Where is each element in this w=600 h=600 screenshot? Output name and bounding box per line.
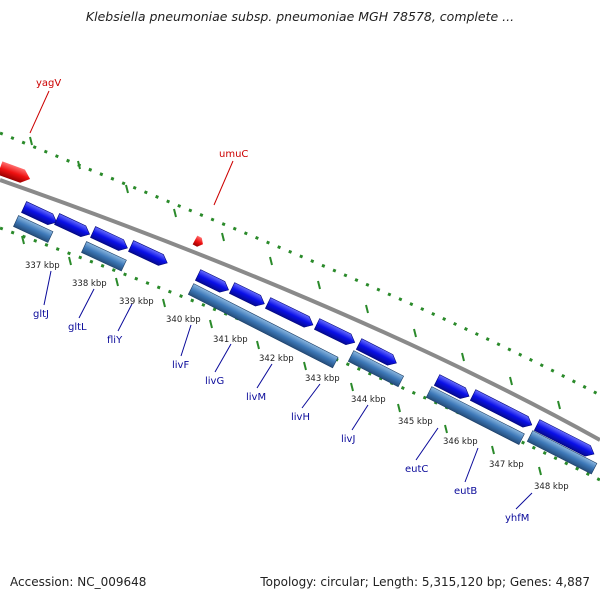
- sequence-backbone: [0, 178, 600, 442]
- inner-tick: [115, 277, 119, 287]
- tick-label: 346 kbp: [443, 437, 478, 447]
- accession-text: Accession: NC_009648: [10, 575, 147, 589]
- cds-feature[interactable]: [526, 430, 598, 475]
- outer-tick: [29, 136, 33, 146]
- tick-label: 337 kbp: [25, 261, 60, 271]
- outer-tick: [221, 232, 225, 242]
- inner-dotted-track: [0, 226, 600, 482]
- forward-gene[interactable]: [128, 240, 169, 269]
- forward-gene[interactable]: [355, 338, 399, 369]
- map-title: Klebsiella pneumoniae subsp. pneumoniae …: [85, 9, 515, 24]
- inner-tick: [397, 403, 401, 413]
- gene-label-gltj[interactable]: gltJ: [33, 309, 49, 320]
- highlight-label-umuc[interactable]: umuC: [219, 149, 248, 160]
- inner-tick: [21, 235, 25, 245]
- gene-label-fliy[interactable]: fliY: [107, 335, 123, 346]
- gene-label-livg[interactable]: livG: [205, 376, 224, 387]
- tick-label: 344 kbp: [351, 395, 386, 405]
- tick-label: 347 kbp: [489, 460, 524, 470]
- tick-label: 339 kbp: [119, 297, 154, 307]
- forward-gene[interactable]: [533, 419, 596, 460]
- inner-tick: [350, 382, 354, 392]
- gene-label-eutb[interactable]: eutB: [454, 486, 477, 497]
- inner-tick: [162, 298, 166, 308]
- inner-tick: [444, 424, 448, 434]
- outer-tick: [125, 184, 129, 194]
- gene-label-gltl[interactable]: gltL: [68, 322, 87, 333]
- tick-label: 345 kbp: [398, 417, 433, 427]
- forward-gene[interactable]: [433, 374, 472, 402]
- leader-line: [214, 343, 232, 373]
- leader-line: [464, 447, 479, 483]
- cds-features: [13, 215, 598, 475]
- leader-line: [43, 270, 52, 306]
- leader-line: [415, 427, 439, 461]
- outer-tick: [317, 280, 321, 290]
- gene-label-livh[interactable]: livH: [291, 412, 310, 423]
- leader-line: [78, 288, 95, 319]
- forward-gene[interactable]: [469, 389, 534, 431]
- tick-label: 340 kbp: [166, 315, 201, 325]
- inner-tick: [256, 340, 260, 350]
- gene-label-livm[interactable]: livM: [246, 392, 266, 403]
- tick-labels: 337 kbp 338 kbp 339 kbp 340 kbp 341 kbp …: [25, 261, 569, 492]
- gene-labels: gltJ gltL fliY livF livG livM livH livJ …: [33, 309, 529, 524]
- cds-feature[interactable]: [81, 241, 127, 272]
- tick-label: 342 kbp: [259, 354, 294, 364]
- outer-dotted-track: [0, 131, 600, 397]
- gene-label-yhfm[interactable]: yhfM: [505, 513, 529, 524]
- leader-line: [117, 303, 133, 332]
- outer-tick: [365, 304, 369, 314]
- highlight-label-yagv[interactable]: yagV: [36, 78, 61, 89]
- leader-line: [256, 363, 273, 389]
- forward-gene[interactable]: [228, 282, 267, 310]
- leader-line: [351, 404, 369, 431]
- inner-tick: [209, 319, 213, 329]
- inner-tick: [491, 445, 495, 455]
- inner-tick: [303, 361, 307, 371]
- gene-label-livf[interactable]: livF: [172, 360, 189, 371]
- forward-gene[interactable]: [313, 318, 357, 348]
- inner-tick: [538, 466, 542, 476]
- tick-label: 343 kbp: [305, 374, 340, 384]
- leader-line: [301, 383, 321, 409]
- outer-tick: [413, 328, 417, 338]
- outer-tick: [461, 352, 465, 362]
- gene-label-livj[interactable]: livJ: [341, 434, 355, 445]
- forward-gene-features: [21, 201, 596, 460]
- genome-summary-text: Topology: circular; Length: 5,315,120 bp…: [260, 575, 590, 589]
- leader-line: [29, 90, 50, 134]
- outer-tick: [77, 160, 81, 170]
- tick-label: 348 kbp: [534, 482, 569, 492]
- leader-line: [515, 492, 533, 510]
- outer-tick-marks: [29, 136, 561, 410]
- cds-feature[interactable]: [347, 350, 405, 388]
- outer-tick: [557, 400, 561, 410]
- outer-tick: [269, 256, 273, 266]
- outer-tick: [173, 208, 177, 218]
- cds-feature[interactable]: [425, 386, 525, 445]
- outer-tick: [509, 376, 513, 386]
- highlight-feature-umuc[interactable]: [192, 235, 206, 249]
- inner-tick: [68, 256, 72, 266]
- forward-gene[interactable]: [54, 213, 92, 240]
- tick-label: 341 kbp: [213, 335, 248, 345]
- label-leader-lines: [29, 90, 533, 510]
- gene-label-eutc[interactable]: eutC: [405, 464, 428, 475]
- inner-tick-marks: [21, 235, 542, 476]
- highlight-feature-yagv[interactable]: [0, 161, 32, 185]
- forward-gene[interactable]: [90, 226, 130, 254]
- forward-gene[interactable]: [21, 201, 59, 228]
- cds-feature[interactable]: [187, 283, 339, 369]
- leader-line: [213, 160, 234, 206]
- tick-label: 338 kbp: [72, 279, 107, 289]
- cds-feature[interactable]: [13, 215, 54, 243]
- leader-line: [180, 324, 192, 357]
- forward-gene[interactable]: [264, 297, 315, 331]
- forward-gene[interactable]: [194, 269, 231, 296]
